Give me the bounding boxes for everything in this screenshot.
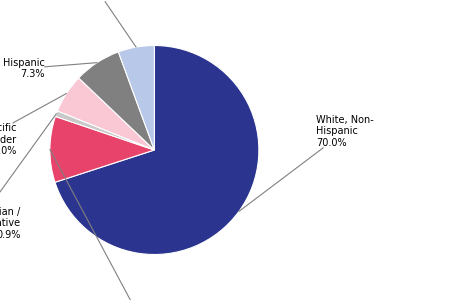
Wedge shape (57, 78, 154, 150)
Wedge shape (79, 52, 154, 150)
Wedge shape (50, 116, 154, 182)
Wedge shape (118, 46, 154, 150)
Text: Mixed / Other /
Unknown
10.2%: Mixed / Other / Unknown 10.2% (50, 149, 180, 300)
Wedge shape (55, 46, 259, 254)
Text: Black, Non-
Hispanic
5.6%: Black, Non- Hispanic 5.6% (66, 0, 136, 47)
Wedge shape (56, 111, 154, 150)
Text: White, Non-
Hispanic
70.0%: White, Non- Hispanic 70.0% (239, 115, 374, 212)
Text: American Indian /
Alaskan Native
0.9%: American Indian / Alaskan Native 0.9% (0, 114, 57, 240)
Text: Asian / Pacific
Islander
6.0%: Asian / Pacific Islander 6.0% (0, 94, 66, 156)
Text: Hispanic
7.3%: Hispanic 7.3% (3, 58, 97, 79)
